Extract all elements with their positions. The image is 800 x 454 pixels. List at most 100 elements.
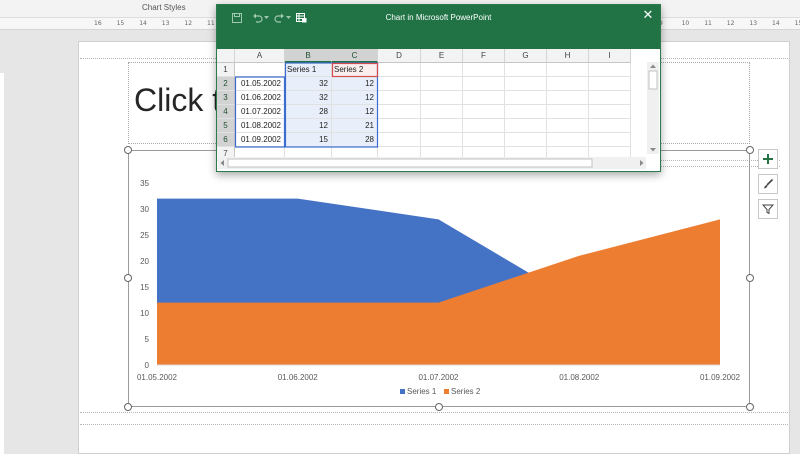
spreadsheet-cell[interactable]: [235, 63, 285, 77]
column-header-i[interactable]: I: [589, 49, 631, 63]
spreadsheet-cell[interactable]: [378, 77, 421, 91]
column-header-c[interactable]: C: [332, 49, 378, 63]
ruler-tick-label: 14: [139, 20, 147, 27]
spreadsheet-cell[interactable]: 21: [332, 119, 378, 133]
spreadsheet-cell[interactable]: 01.08.2002: [235, 119, 285, 133]
spreadsheet-cell[interactable]: 01.05.2002: [235, 77, 285, 91]
spreadsheet-cell[interactable]: [589, 119, 631, 133]
column-header-a[interactable]: A: [235, 49, 285, 63]
spreadsheet-cell[interactable]: 12: [332, 105, 378, 119]
row-header[interactable]: 1: [217, 63, 235, 77]
row-header[interactable]: 5: [217, 119, 235, 133]
spreadsheet-cell[interactable]: [547, 63, 589, 77]
spreadsheet-cell[interactable]: [547, 105, 589, 119]
spreadsheet-cell[interactable]: [378, 133, 421, 147]
spreadsheet-cell[interactable]: [421, 63, 463, 77]
spreadsheet-cell[interactable]: [505, 91, 547, 105]
spreadsheet-cell[interactable]: 01.09.2002: [235, 133, 285, 147]
spreadsheet-cell[interactable]: Series 1: [285, 63, 332, 77]
slide-thumbnail-edge[interactable]: [0, 73, 4, 454]
column-header-d[interactable]: D: [378, 49, 421, 63]
resize-handle-top-left[interactable]: [124, 146, 132, 154]
spreadsheet-cell[interactable]: [547, 91, 589, 105]
column-header-f[interactable]: F: [463, 49, 505, 63]
spreadsheet-cell[interactable]: [463, 63, 505, 77]
redo-dropdown-icon[interactable]: [285, 12, 291, 24]
spreadsheet-cell[interactable]: [547, 133, 589, 147]
column-header-h[interactable]: H: [547, 49, 589, 63]
spreadsheet-cell[interactable]: 01.07.2002: [235, 105, 285, 119]
spreadsheet-cell[interactable]: [505, 77, 547, 91]
spreadsheet-cell[interactable]: [505, 133, 547, 147]
spreadsheet-cell[interactable]: 01.06.2002: [235, 91, 285, 105]
edit-data-in-excel-icon[interactable]: [295, 12, 307, 24]
spreadsheet-cell[interactable]: [547, 77, 589, 91]
resize-handle-bottom-right[interactable]: [746, 403, 754, 411]
resize-handle-top-right[interactable]: [746, 146, 754, 154]
spreadsheet-cell[interactable]: [378, 91, 421, 105]
row-header[interactable]: 3: [217, 91, 235, 105]
spreadsheet-cell[interactable]: [378, 119, 421, 133]
spreadsheet-cell[interactable]: [547, 119, 589, 133]
chart-styles-button[interactable]: [758, 174, 778, 194]
spreadsheet-cell[interactable]: 28: [332, 133, 378, 147]
area-series-2[interactable]: [157, 219, 720, 365]
spreadsheet-cell[interactable]: [463, 77, 505, 91]
spreadsheet-cell[interactable]: [421, 119, 463, 133]
excel-titlebar[interactable]: Chart in Microsoft PowerPoint ✕: [217, 5, 660, 49]
undo-icon[interactable]: [251, 12, 263, 24]
row-header[interactable]: 4: [217, 105, 235, 119]
spreadsheet-cell[interactable]: 12: [285, 119, 332, 133]
spreadsheet-cell[interactable]: [421, 91, 463, 105]
resize-handle-bottom-left[interactable]: [124, 403, 132, 411]
spreadsheet-cell[interactable]: [505, 63, 547, 77]
spreadsheet-cell[interactable]: [463, 105, 505, 119]
spreadsheet-cell[interactable]: [463, 91, 505, 105]
spreadsheet-cell[interactable]: [589, 91, 631, 105]
spreadsheet-cell[interactable]: 28: [285, 105, 332, 119]
spreadsheet-cell[interactable]: [589, 105, 631, 119]
column-header-g[interactable]: G: [505, 49, 547, 63]
horizontal-scrollbar[interactable]: [218, 156, 646, 169]
ruler-tick-label: 10: [681, 20, 690, 27]
chart-filters-button[interactable]: [758, 199, 778, 219]
spreadsheet-cell[interactable]: [505, 119, 547, 133]
resize-handle-right[interactable]: [746, 274, 754, 282]
area-chart[interactable]: 0 5 10 15 20 25 30 35 01.05.2002 01.06.2002 01.07.…: [128, 150, 750, 407]
spreadsheet-cell[interactable]: 32: [285, 91, 332, 105]
save-icon[interactable]: [231, 12, 243, 24]
row-header[interactable]: 2: [217, 77, 235, 91]
spreadsheet-cell[interactable]: 12: [332, 77, 378, 91]
undo-dropdown-icon[interactable]: [263, 12, 269, 24]
spreadsheet-cell[interactable]: [378, 63, 421, 77]
spreadsheet-cell[interactable]: 15: [285, 133, 332, 147]
spreadsheet-cell[interactable]: [463, 119, 505, 133]
select-all-corner[interactable]: [217, 49, 235, 63]
y-tick-label: 35: [140, 179, 149, 188]
spreadsheet-cell[interactable]: Series 2: [332, 63, 378, 77]
spreadsheet-cell[interactable]: 12: [332, 91, 378, 105]
row-header[interactable]: 6: [217, 133, 235, 147]
spreadsheet-cell[interactable]: [589, 63, 631, 77]
resize-handle-left[interactable]: [124, 274, 132, 282]
resize-handle-bottom[interactable]: [435, 403, 443, 411]
spreadsheet-cell[interactable]: [589, 133, 631, 147]
y-tick-label: 5: [145, 335, 150, 344]
chart-elements-button[interactable]: [758, 149, 778, 169]
spreadsheet-cell[interactable]: [463, 133, 505, 147]
spreadsheet-cell[interactable]: [421, 133, 463, 147]
spreadsheet-cell[interactable]: 32: [285, 77, 332, 91]
close-icon[interactable]: ✕: [642, 8, 654, 23]
spreadsheet-cell[interactable]: [421, 105, 463, 119]
redo-icon[interactable]: [273, 12, 285, 24]
spreadsheet-cell[interactable]: [505, 105, 547, 119]
column-header-b[interactable]: B: [285, 49, 332, 63]
spreadsheet-cell[interactable]: [589, 77, 631, 91]
column-header-e[interactable]: E: [421, 49, 463, 63]
vertical-scrollbar[interactable]: [647, 62, 659, 154]
spreadsheet-cell[interactable]: [421, 77, 463, 91]
chart-styles-group-label: Chart Styles: [142, 3, 186, 12]
spreadsheet-cell[interactable]: [378, 105, 421, 119]
ruler-tick-label: 15: [116, 20, 125, 27]
